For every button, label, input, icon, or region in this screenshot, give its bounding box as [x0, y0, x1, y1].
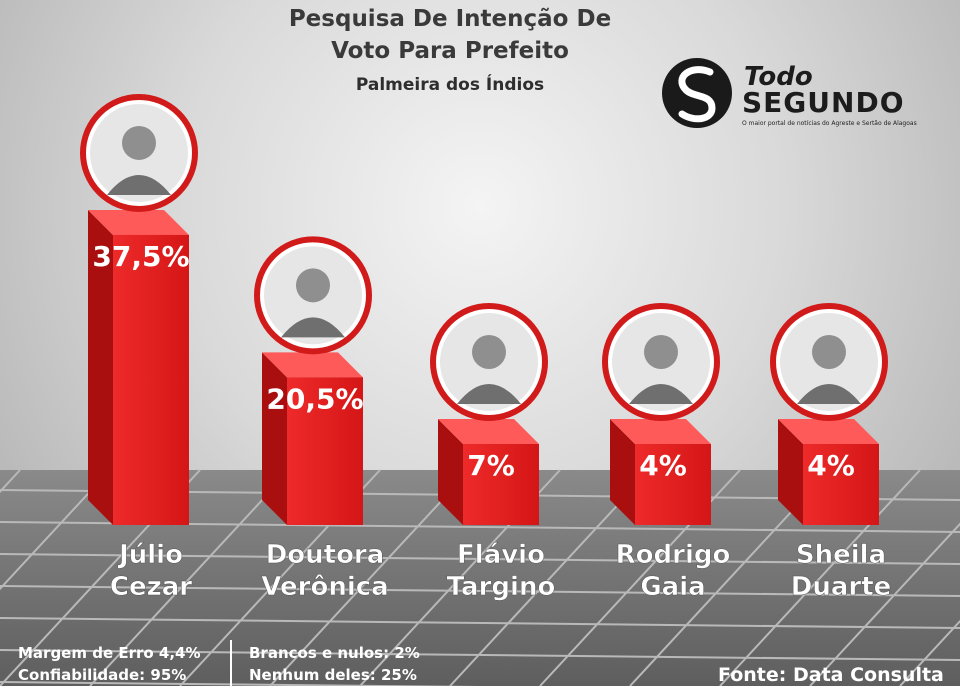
logo-tagline: O maior portal de notícias do Agreste e … — [742, 120, 917, 127]
bar-top — [88, 209, 189, 235]
bar-top — [262, 352, 363, 378]
candidate-name-label: Sheila — [796, 540, 886, 570]
candidate-name-label: Rodrigo — [616, 540, 731, 570]
footer-none: Nenhum deles: 25% — [249, 666, 417, 684]
footer-source: Fonte: Data Consulta — [718, 664, 944, 686]
person-body-icon — [107, 174, 171, 195]
bar-value-label: 4% — [639, 449, 687, 482]
footer-divider — [230, 640, 232, 686]
person-head-icon — [812, 335, 846, 369]
candidate-name-label: Gaia — [640, 572, 705, 602]
bar-side — [610, 419, 635, 525]
chart-subtitle: Palmeira dos Índios — [355, 75, 545, 95]
bar-value-label: 7% — [467, 449, 515, 482]
logo-text-segundo: SEGUNDO — [742, 86, 905, 119]
bar-value-label: 4% — [807, 449, 855, 482]
person-body-icon — [281, 317, 345, 338]
bar-side — [438, 419, 463, 525]
chart-title-line2: Voto Para Prefeito — [331, 38, 569, 64]
person-head-icon — [122, 125, 156, 160]
logo-text-todo: Todo — [744, 62, 813, 92]
person-body-icon — [457, 384, 521, 404]
candidate-name-label: Duarte — [791, 572, 892, 602]
person-body-icon — [797, 384, 861, 404]
bar — [463, 444, 539, 525]
bar-side — [262, 352, 287, 525]
candidate-name-label: Targino — [447, 572, 556, 602]
candidate-name-label: Cezar — [110, 572, 192, 602]
candidate-name-label: Flávio — [457, 540, 545, 570]
bar-value-label: 20,5% — [266, 382, 363, 415]
footer-confidence: Confiabilidade: 95% — [18, 666, 187, 684]
bar — [803, 444, 879, 525]
footer-blank-null: Brancos e nulos: 2% — [249, 644, 420, 662]
todo-segundo-logo-icon — [662, 58, 732, 128]
bar — [113, 234, 189, 525]
person-body-icon — [629, 384, 693, 404]
person-head-icon — [296, 268, 330, 303]
bar-top — [438, 419, 539, 444]
bar-side — [88, 209, 113, 525]
bar — [635, 444, 711, 525]
candidate-name-label: Júlio — [117, 540, 183, 570]
person-head-icon — [472, 335, 506, 369]
bar-value-label: 37,5% — [92, 240, 189, 273]
bar-top — [778, 419, 879, 444]
bar-side — [778, 419, 803, 525]
person-head-icon — [644, 335, 678, 369]
candidate-name-label: Doutora — [266, 540, 385, 570]
chart-title-line1: Pesquisa De Intenção De — [288, 6, 612, 32]
candidate-name-label: Verônica — [261, 572, 388, 602]
bar-top — [610, 419, 711, 444]
footer-margin-of-error: Margem de Erro 4,4% — [18, 644, 201, 662]
bar — [287, 377, 363, 525]
